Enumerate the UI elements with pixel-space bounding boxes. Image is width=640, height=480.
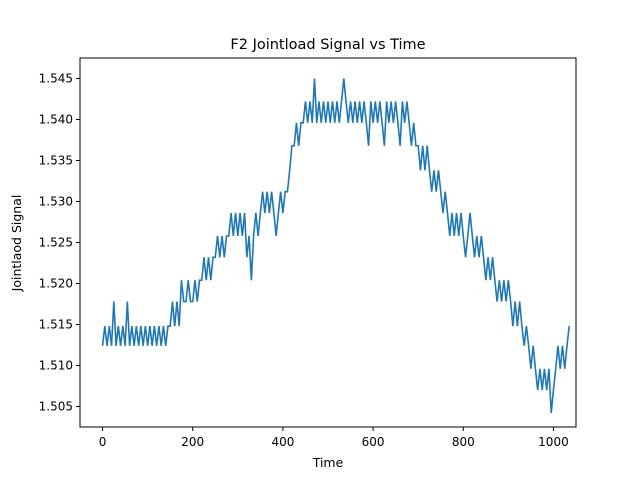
y-tick-label: 1.545 <box>39 72 73 86</box>
y-tick-label: 1.510 <box>39 359 73 373</box>
series-line <box>101 78 571 414</box>
x-tick-label: 400 <box>271 435 294 449</box>
y-tick-label: 1.525 <box>39 236 73 250</box>
plot-frame <box>79 57 577 428</box>
x-tick-label: 200 <box>181 435 204 449</box>
y-tick-label: 1.520 <box>39 277 73 291</box>
x-tick-label: 1000 <box>538 435 569 449</box>
x-axis-label: Time <box>312 455 344 470</box>
x-tick-label: 0 <box>99 435 107 449</box>
tick-layer: 0 200 400 600 800 1000 1.505 1.510 1.515 1.520 1.5… <box>39 72 569 450</box>
y-tick-label: 1.530 <box>39 195 73 209</box>
x-tick-label: 800 <box>452 435 475 449</box>
y-tick-label: 1.540 <box>39 113 73 127</box>
chart-title: F2 Jointload Signal vs Time <box>230 37 425 53</box>
y-tick-label: 1.505 <box>39 400 73 414</box>
y-tick-label: 1.535 <box>39 154 73 168</box>
y-tick-label: 1.515 <box>39 318 73 332</box>
y-axis-label: Jointlaod Signal <box>9 195 24 293</box>
x-tick-label: 600 <box>362 435 385 449</box>
